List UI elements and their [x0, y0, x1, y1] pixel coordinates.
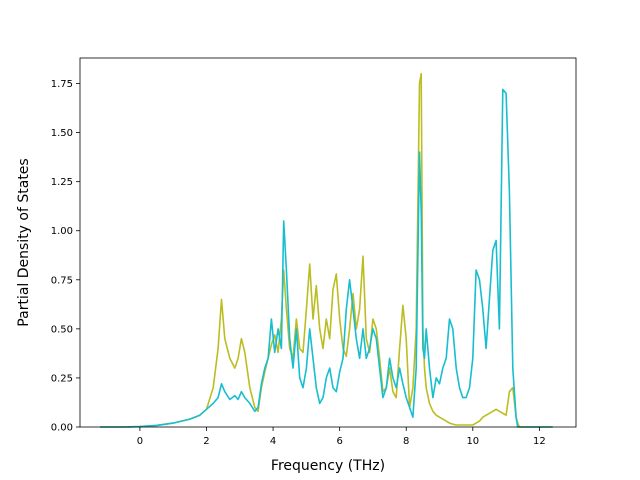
x-axis-label: Frequency (THz) [271, 458, 385, 474]
x-tick-label: 8 [403, 436, 409, 447]
ticks-layer: 0 2 4 6 8 10 12 0.00 0.25 0.50 0.75 1.00 1.25 1.50 1.7… [51, 79, 546, 447]
series-layer [100, 72, 553, 428]
series-line-2 [100, 88, 553, 428]
y-tick-label: 0.75 [51, 275, 73, 286]
y-tick-label: 0.50 [51, 324, 73, 335]
y-axis-label: Partial Density of States [16, 158, 32, 326]
x-tick-label: 12 [533, 436, 546, 447]
series-line-1 [100, 72, 553, 428]
plot-frame [79, 57, 577, 428]
x-tick-label: 4 [270, 436, 276, 447]
y-tick-label: 1.00 [51, 226, 73, 237]
y-tick-label: 0.00 [51, 423, 73, 434]
y-tick-label: 1.75 [51, 79, 73, 90]
x-tick-label: 0 [137, 436, 143, 447]
y-tick-label: 1.50 [51, 128, 73, 139]
y-tick-label: 0.25 [51, 373, 73, 384]
x-tick-label: 10 [466, 436, 479, 447]
x-tick-label: 6 [336, 436, 342, 447]
x-tick-label: 2 [203, 436, 209, 447]
y-tick-label: 1.25 [51, 177, 73, 188]
